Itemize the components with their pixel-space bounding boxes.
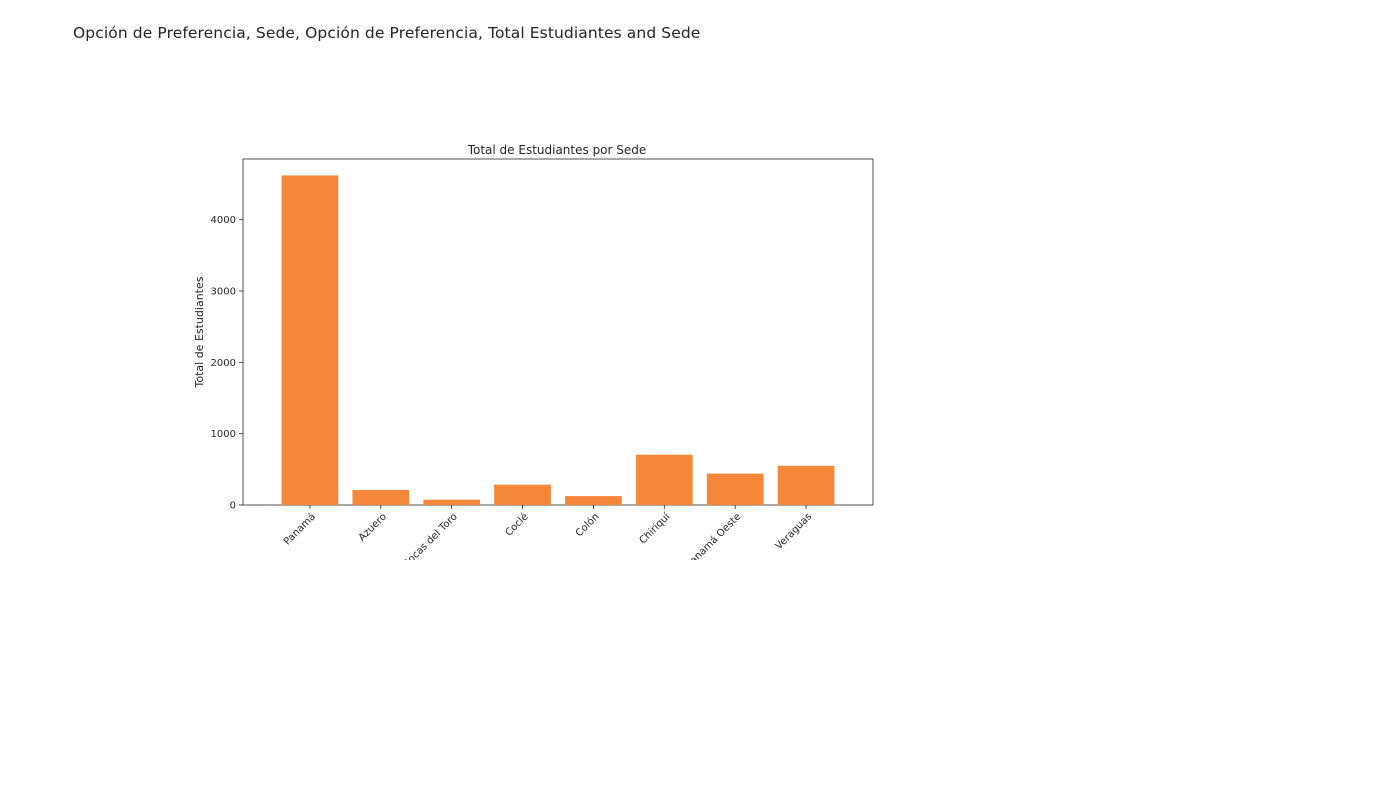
plot-area-frame [242,158,874,506]
chart-title: Total de Estudiantes por Sede [467,143,647,157]
y-ticks-group: 0 1000 2000 3000 4000 [211,215,243,512]
page-title: Opción de Preferencia, Sede, Opción de P… [73,24,701,42]
x-tick-label-3: Coclé [503,511,531,539]
y-axis-label: Total de Estudiantes [193,276,206,388]
y-tick-label-2: 2000 [211,358,236,369]
y-tick-label-1: 1000 [211,429,236,440]
bar-4[interactable] [565,496,622,505]
y-tick-label-3: 3000 [211,286,236,297]
x-tick-label-7: Veraguas [774,511,815,552]
x-tick-label-4: Colón [573,511,602,540]
x-tick-label-1: Azuero [357,511,389,543]
bar-6[interactable] [706,473,764,505]
x-tick-label-5: Chiriquí [637,510,674,547]
x-tick-label-6: Panamá Oeste [684,511,744,570]
x-tick-label-2: Bocas del Toro [401,511,460,570]
bar-3[interactable] [494,484,551,505]
bar-chart: Total de Estudiantes por Sede Total de E… [193,143,874,570]
bars-group [281,175,835,505]
bar-chart-visual[interactable]: Total de Estudiantes por Sede Total de E… [180,130,900,570]
bar-7[interactable] [777,465,835,505]
x-tick-label-0: Panamá [281,511,318,548]
bar-2[interactable] [423,499,481,505]
bar-0[interactable] [281,175,339,505]
x-ticks-group: Panamá Azuero Bocas del Toro Coclé Colón Chir… [281,505,815,570]
y-tick-label-0: 0 [230,501,236,512]
bar-1[interactable] [352,490,410,505]
bar-5[interactable] [635,454,693,505]
y-tick-label-4: 4000 [211,215,236,226]
